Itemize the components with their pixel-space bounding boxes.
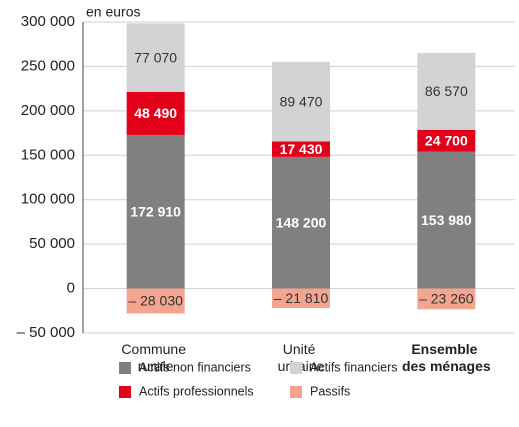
x-tick-label: Commune rurale xyxy=(121,341,189,374)
y-tick-label: 250 000 xyxy=(21,57,75,74)
y-tick-label: 0 xyxy=(67,280,75,297)
y-tick-label: 100 000 xyxy=(21,191,75,208)
value-label: – 23 260 xyxy=(419,291,474,307)
value-label: 153 980 xyxy=(421,212,472,228)
legend-label: Actifs non financiers xyxy=(139,360,251,374)
bar-segment xyxy=(272,61,330,142)
value-label: – 28 030 xyxy=(128,293,183,309)
legend-swatch xyxy=(290,386,302,398)
y-tick-label: 200 000 xyxy=(21,102,75,119)
legend-label: Actifs professionnels xyxy=(139,384,254,398)
value-label: 89 470 xyxy=(280,93,323,109)
value-label: 172 910 xyxy=(130,203,181,219)
legend-swatch xyxy=(119,362,131,374)
value-label: 17 430 xyxy=(280,141,323,157)
value-label: 24 700 xyxy=(425,132,468,148)
y-tick-label: 300 000 xyxy=(21,13,75,30)
bar-segment xyxy=(126,288,185,314)
value-label: 86 570 xyxy=(425,83,468,99)
bar-segment xyxy=(126,134,185,289)
x-tick-label: Ensemble des ménages xyxy=(402,341,491,374)
bar-segment xyxy=(126,23,185,92)
bar-segment xyxy=(417,52,476,130)
y-tick-label: – 50 000 xyxy=(17,324,75,341)
y-tick-label: 50 000 xyxy=(29,235,75,252)
value-label: 48 490 xyxy=(134,105,177,121)
bar-segment xyxy=(417,129,476,152)
y-axis-label: en euros xyxy=(86,4,140,20)
bar-segment xyxy=(417,288,476,310)
legend-swatch xyxy=(290,362,302,374)
legend-swatch xyxy=(119,386,131,398)
legend-label: Passifs xyxy=(310,384,350,398)
bar-segment xyxy=(126,91,185,135)
bar-segment xyxy=(272,288,330,308)
value-label: 148 200 xyxy=(276,214,327,230)
legend-label: Actifs financiers xyxy=(310,360,398,374)
y-tick-label: 150 000 xyxy=(21,146,75,163)
bar-segment xyxy=(417,151,476,289)
value-label: – 21 810 xyxy=(274,290,329,306)
bar-segment xyxy=(272,141,330,157)
value-label: 77 070 xyxy=(134,49,177,65)
bar-segment xyxy=(272,156,330,289)
